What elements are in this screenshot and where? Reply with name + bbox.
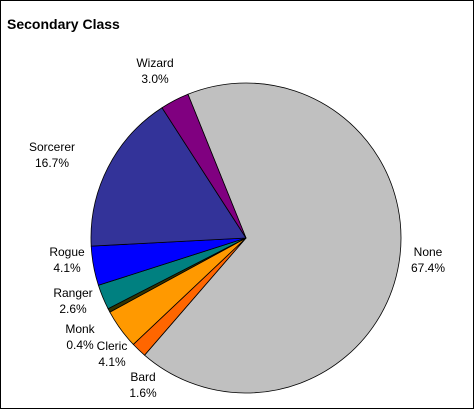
pie-slice	[90, 107, 247, 247]
slice-label: Cleric	[97, 339, 128, 353]
slice-value-label: 67.4%	[411, 261, 445, 275]
slice-value-label: 0.4%	[66, 338, 94, 352]
pie-slice	[161, 93, 247, 239]
slice-label: Sorcerer	[29, 140, 75, 154]
slice-value-label: 4.1%	[53, 261, 81, 275]
slice-label: Rogue	[49, 245, 85, 259]
slice-label: Wizard	[136, 56, 173, 70]
slice-value-label: 2.6%	[59, 302, 87, 316]
slice-label: Bard	[130, 370, 155, 384]
slice-value-label: 16.7%	[35, 156, 69, 170]
slice-label: Monk	[65, 322, 95, 336]
slice-label: None	[414, 245, 443, 259]
slice-value-label: 3.0%	[141, 72, 169, 86]
slice-value-label: 1.6%	[129, 386, 157, 400]
pie-slice	[143, 82, 402, 394]
chart-title: Secondary Class	[7, 16, 120, 32]
slice-label: Ranger	[53, 286, 92, 300]
slice-value-label: 4.1%	[98, 355, 126, 369]
